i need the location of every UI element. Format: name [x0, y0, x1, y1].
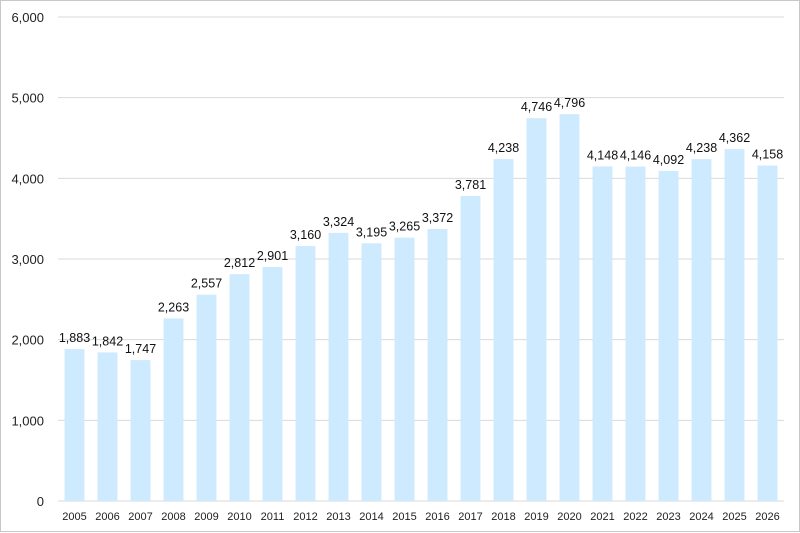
- x-tick-label: 2008: [161, 511, 185, 523]
- x-tick-label: 2016: [425, 511, 449, 523]
- data-label-2020: 4,796: [554, 96, 585, 110]
- bar-2010: [229, 274, 250, 501]
- x-tick-label: 2026: [755, 511, 779, 523]
- data-label-2015: 3,265: [389, 220, 420, 234]
- data-label-2024: 4,238: [686, 141, 717, 155]
- bar-2006: [97, 352, 118, 501]
- x-tick-label: 2011: [261, 511, 285, 523]
- x-tick-label: 2010: [227, 511, 251, 523]
- y-tick-label: 1,000: [11, 413, 44, 428]
- bar-2016: [427, 228, 448, 501]
- x-tick-label: 2020: [557, 511, 581, 523]
- x-tick-label: 2006: [95, 511, 119, 523]
- data-label-2018: 4,238: [488, 141, 519, 155]
- x-tick-label: 2019: [524, 511, 548, 523]
- x-tick-label: 2009: [194, 511, 218, 523]
- data-label-2019: 4,746: [521, 100, 552, 114]
- y-axis: 0 1,000 2,000 3,000 4,000 5,000 6,000: [11, 10, 44, 509]
- bar-2017: [460, 195, 481, 501]
- bar-2022: [625, 166, 646, 501]
- bar-2021: [592, 166, 613, 502]
- y-tick-label: 5,000: [11, 91, 44, 106]
- data-label-2009: 2,557: [191, 277, 222, 291]
- x-tick-label: 2013: [326, 511, 350, 523]
- data-label-2023: 4,092: [653, 153, 684, 167]
- x-tick-label: 2005: [62, 511, 86, 523]
- bar-2025: [724, 149, 745, 501]
- bar-2011: [262, 266, 283, 501]
- x-tick-label: 2023: [656, 511, 680, 523]
- bar-2008: [163, 318, 184, 501]
- bar-2026: [757, 165, 778, 501]
- y-tick-label: 0: [37, 494, 44, 509]
- data-label-2026: 4,158: [752, 148, 783, 162]
- x-tick-label: 2012: [293, 511, 317, 523]
- x-tick-label: 2015: [392, 511, 416, 523]
- x-axis: 2005 2006 2007 2008 2009 2010 2011 2012 2013 2014…: [62, 511, 779, 523]
- bar-2009: [196, 294, 217, 501]
- data-label-2016: 3,372: [422, 211, 453, 225]
- data-label-2022: 4,146: [620, 149, 651, 163]
- x-tick-label: 2025: [722, 511, 746, 523]
- bar-2014: [361, 243, 382, 501]
- data-label-2005: 1,883: [59, 331, 90, 345]
- bar-2005: [64, 349, 85, 501]
- x-tick-label: 2018: [491, 511, 515, 523]
- data-label-2025: 4,362: [719, 131, 750, 145]
- y-tick-label: 4,000: [11, 171, 44, 186]
- bar-2018: [493, 159, 514, 501]
- data-label-2010: 2,812: [224, 256, 255, 270]
- data-label-2013: 3,324: [323, 215, 354, 229]
- bar-2020: [559, 114, 580, 501]
- bar-2019: [526, 118, 547, 501]
- data-label-2012: 3,160: [290, 228, 321, 242]
- data-label-2008: 2,263: [158, 300, 189, 314]
- x-tick-label: 2021: [590, 511, 614, 523]
- bar-2015: [394, 237, 415, 501]
- data-label-2017: 3,781: [455, 178, 486, 192]
- data-label-2021: 4,148: [587, 148, 618, 162]
- x-tick-label: 2022: [623, 511, 647, 523]
- bar-2012: [295, 246, 316, 501]
- data-label-2014: 3,195: [356, 225, 387, 239]
- x-tick-label: 2024: [689, 511, 713, 523]
- y-tick-label: 2,000: [11, 333, 44, 348]
- x-tick-label: 2017: [458, 511, 482, 523]
- x-tick-label: 2014: [359, 511, 383, 523]
- data-label-2011: 2,901: [257, 249, 288, 263]
- bars: [64, 114, 778, 502]
- bar-2024: [691, 159, 712, 501]
- x-tick-label: 2007: [128, 511, 152, 523]
- bar-2013: [328, 232, 349, 501]
- y-tick-label: 6,000: [11, 10, 44, 25]
- data-label-2007: 1,747: [125, 342, 156, 356]
- bar-2007: [130, 360, 151, 501]
- data-label-2006: 1,842: [92, 334, 123, 348]
- bar-2023: [658, 170, 679, 502]
- y-tick-label: 3,000: [11, 252, 44, 267]
